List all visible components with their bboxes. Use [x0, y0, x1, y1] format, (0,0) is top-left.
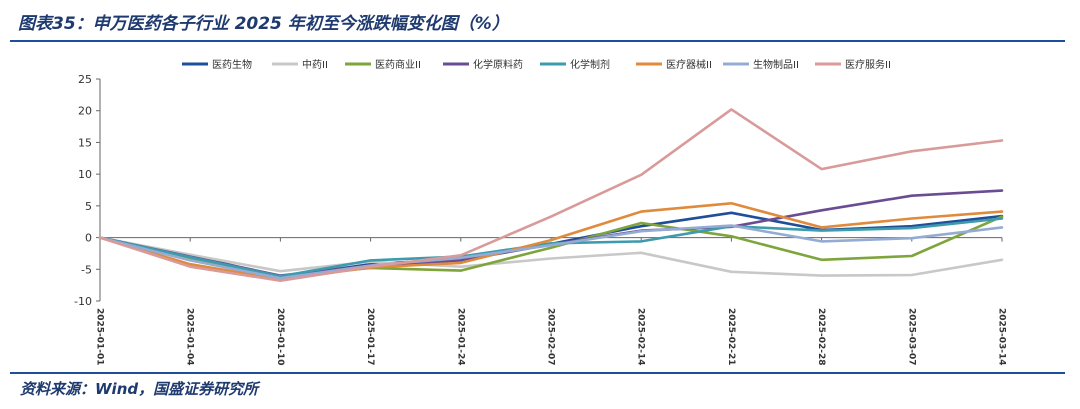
series-line-7	[98, 224, 1004, 280]
y-tick-label: -10	[74, 295, 92, 308]
y-tick-label: 0	[85, 232, 92, 245]
series-line-2	[98, 236, 1004, 277]
x-tick-label: 2025-02-07	[546, 308, 556, 366]
legend-label: 医疗器械II	[666, 58, 712, 71]
source-rule	[10, 372, 1065, 374]
y-tick-label: 15	[78, 136, 92, 149]
x-tick-label: 2025-01-17	[365, 308, 375, 366]
series-line-8	[98, 108, 1004, 283]
legend-label: 医药生物	[212, 58, 252, 71]
x-tick-label: 2025-03-14	[997, 308, 1007, 366]
x-tick-label: 2025-03-07	[906, 308, 916, 366]
y-tick-label: -5	[81, 263, 92, 276]
legend-label: 中药II	[302, 58, 328, 71]
legend-label: 医疗服务II	[845, 58, 891, 71]
y-tick-label: 20	[78, 105, 92, 118]
legend-label: 化学原料药	[473, 58, 523, 71]
y-tick-label: 5	[85, 200, 92, 213]
x-tick-label: 2025-01-10	[275, 308, 285, 366]
series-line-6	[98, 202, 1004, 281]
y-tick-label: 25	[78, 73, 92, 86]
legend-label: 生物制品II	[753, 58, 799, 71]
source-note: 资料来源：Wind，国盛证券研究所	[20, 380, 259, 398]
legend-label: 医药商业II	[375, 58, 421, 71]
x-tick-label: 2025-01-01	[95, 308, 105, 366]
series-line-5	[98, 217, 1004, 278]
x-tick-label: 2025-02-21	[726, 308, 736, 366]
chart-title: 图表35：申万医药各子行业 2025 年初至今涨跌幅变化图（%）	[18, 14, 509, 34]
x-tick-label: 2025-01-24	[455, 308, 465, 366]
y-tick-label: 10	[78, 168, 92, 181]
x-tick-label: 2025-02-14	[636, 308, 646, 366]
x-tick-label: 2025-01-04	[185, 308, 195, 366]
x-tick-label: 2025-02-28	[816, 308, 826, 366]
legend-label: 化学制剂	[570, 58, 610, 71]
title-rule	[10, 40, 1065, 42]
